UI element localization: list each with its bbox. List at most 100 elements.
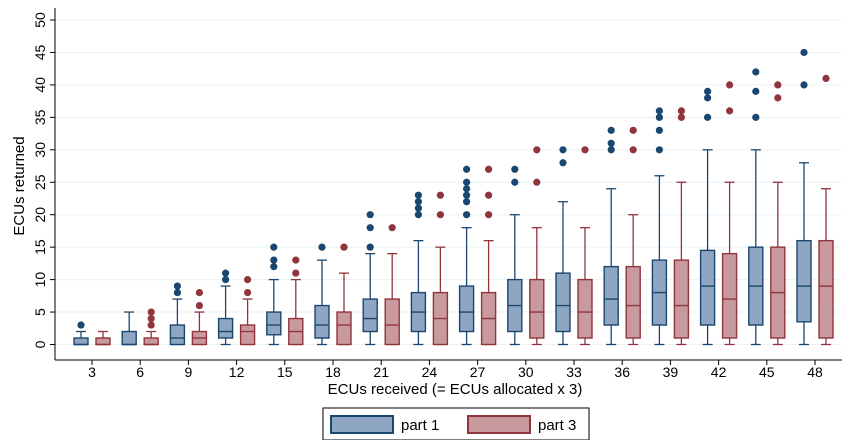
outlier-point <box>511 165 519 173</box>
outlier-point <box>270 256 278 264</box>
y-tick-label-25: 25 <box>32 174 48 190</box>
y-tick-label-50: 50 <box>32 12 48 28</box>
outlier-point <box>463 178 471 186</box>
outlier-point <box>292 269 300 277</box>
x-tick-label-6: 6 <box>136 364 144 380</box>
outlier-point <box>195 301 203 310</box>
outlier-point <box>752 68 760 76</box>
x-tick-label-27: 27 <box>470 364 486 380</box>
outlier-point <box>559 159 567 167</box>
box-part-3-21 <box>384 224 400 346</box>
box-part-3-39 <box>673 107 690 346</box>
outlier-point <box>800 81 808 89</box>
box-part-1-6 <box>121 311 137 346</box>
box-part-1-18 <box>314 243 330 346</box>
outlier-point <box>463 165 471 173</box>
outlier-point <box>222 269 230 277</box>
box-part-1-27 <box>458 165 475 346</box>
outlier-point <box>463 185 471 193</box>
box-iqr <box>577 278 593 339</box>
outlier-point <box>800 48 808 57</box>
box-part-3-42 <box>721 81 738 346</box>
outlier-point <box>147 308 155 316</box>
box-part-3-48 <box>818 74 834 346</box>
outlier-point <box>485 211 493 219</box>
outlier-point <box>677 107 686 115</box>
box-part-1-45 <box>748 68 764 346</box>
outlier-point <box>533 146 541 154</box>
outlier-point <box>463 211 471 219</box>
outlier-point <box>414 211 422 219</box>
box-iqr <box>217 317 234 339</box>
outlier-point <box>704 94 712 102</box>
outlier-point <box>704 113 712 121</box>
box-part-1-3 <box>73 321 89 346</box>
box-part-1-12 <box>217 269 234 346</box>
outlier-point <box>485 191 493 199</box>
box-plot-marks <box>73 48 834 346</box>
outlier-point <box>414 198 422 206</box>
legend-swatch-part-3 <box>467 415 531 434</box>
outlier-point <box>655 146 664 154</box>
x-axis-ticks: 3 6 9 12 15 18 21 24 27 30 33 36 39 42 45 48 <box>88 360 823 380</box>
outlier-point <box>704 87 712 95</box>
legend-swatch-part-1 <box>330 415 394 434</box>
y-tick-label-30: 30 <box>32 142 48 158</box>
outlier-point <box>607 126 615 134</box>
outlier-point <box>270 263 278 271</box>
outlier-point <box>366 243 374 251</box>
box-part-3-15 <box>288 256 304 346</box>
box-part-3-3 <box>95 330 111 346</box>
box-iqr <box>73 337 89 346</box>
box-part-1-9 <box>169 282 186 346</box>
outlier-point <box>485 165 493 173</box>
outlier-point <box>559 146 567 154</box>
outlier-point <box>366 211 374 219</box>
box-iqr <box>555 272 571 333</box>
outlier-point <box>414 191 422 199</box>
box-part-1-30 <box>507 165 523 346</box>
outlier-point <box>244 276 252 284</box>
x-tick-label-9: 9 <box>185 364 193 380</box>
y-tick-label-20: 20 <box>32 207 48 223</box>
legend-label-part-1: part 1 <box>401 417 439 434</box>
box-iqr <box>625 265 641 339</box>
box-part-1-21 <box>362 211 378 346</box>
box-iqr <box>818 239 834 339</box>
outlier-point <box>340 243 348 251</box>
y-tick-label-15: 15 <box>32 239 48 255</box>
box-iqr <box>143 337 159 346</box>
box-part-3-45 <box>770 81 786 346</box>
outlier-point <box>607 146 615 154</box>
y-tick-label-40: 40 <box>32 77 48 93</box>
outlier-point <box>436 211 444 219</box>
outlier-point <box>463 191 471 199</box>
legend-label-part-3: part 3 <box>538 417 576 434</box>
outlier-point <box>147 321 155 329</box>
box-part-3-9 <box>191 288 208 346</box>
outlier-point <box>726 107 734 115</box>
outlier-point <box>581 146 589 154</box>
outlier-point <box>655 113 664 121</box>
x-tick-label-12: 12 <box>229 364 245 380</box>
x-tick-label-39: 39 <box>663 364 679 380</box>
outlier-point <box>752 113 760 121</box>
outlier-point <box>774 94 782 102</box>
outlier-point <box>244 288 252 297</box>
box-iqr <box>529 278 545 339</box>
outlier-point <box>388 224 396 232</box>
outlier-point <box>655 107 664 115</box>
box-iqr <box>362 298 378 333</box>
outlier-point <box>607 139 615 147</box>
outlier-point <box>533 178 541 186</box>
box-part-3-18 <box>336 243 352 346</box>
x-tick-label-3: 3 <box>88 364 96 380</box>
outlier-point <box>222 276 230 284</box>
outlier-point <box>292 256 300 264</box>
outlier-point <box>726 81 734 89</box>
x-tick-label-45: 45 <box>759 364 775 380</box>
box-part-1-33 <box>555 146 571 346</box>
outlier-point <box>752 87 760 95</box>
y-tick-label-35: 35 <box>32 109 48 125</box>
